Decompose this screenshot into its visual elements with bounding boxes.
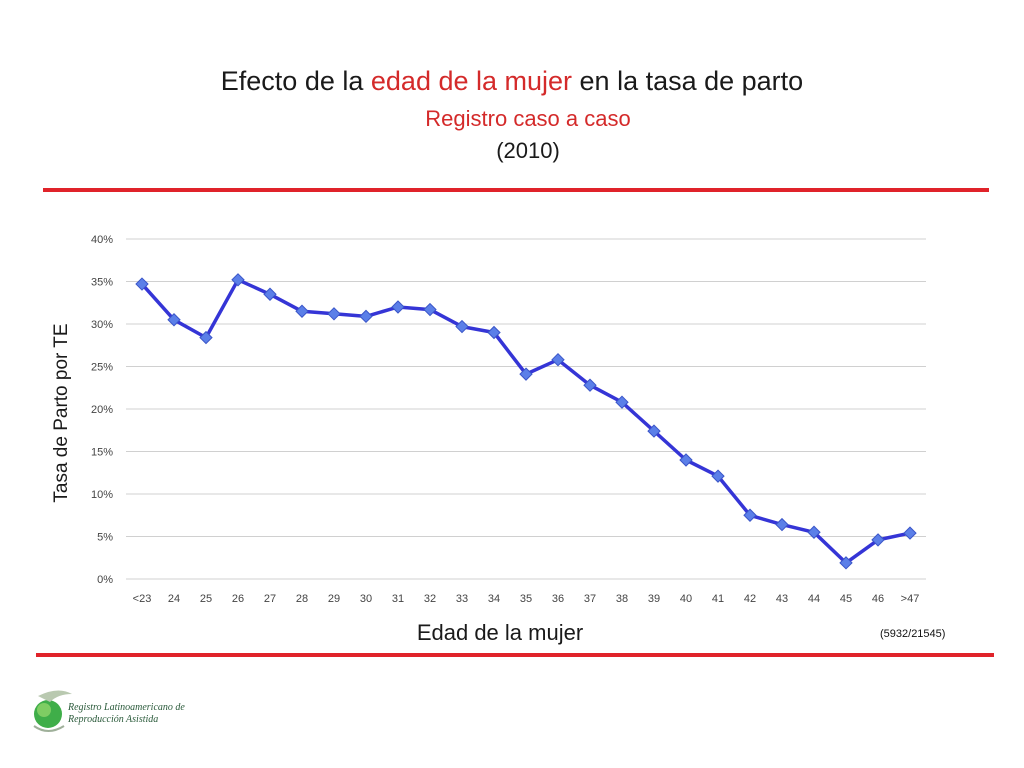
data-point [871, 533, 885, 547]
data-point [807, 525, 821, 539]
x-tick-label: 33 [456, 593, 468, 605]
x-tick-label: 38 [616, 593, 628, 605]
x-tick-label: >47 [901, 593, 920, 605]
data-point [583, 378, 597, 392]
logo-text: Registro Latinoamericano de Reproducción… [68, 702, 185, 726]
series-markers [135, 273, 917, 570]
x-tick-label: 31 [392, 593, 404, 605]
data-point [743, 508, 757, 522]
title-highlight: edad de la mujer [370, 66, 573, 96]
x-tick-label: 46 [872, 593, 884, 605]
x-tick-label: <23 [133, 593, 152, 605]
data-point [167, 313, 181, 327]
data-point [679, 453, 693, 467]
data-point [839, 556, 853, 570]
x-tick-label: 34 [488, 593, 500, 605]
data-point [231, 273, 245, 287]
x-tick-label: 40 [680, 593, 692, 605]
y-tick-label: 25% [91, 362, 113, 374]
title-prefix: Efecto de la [220, 66, 371, 96]
y-tick-label: 30% [91, 319, 113, 331]
logo-line-1: Registro Latinoamericano de [68, 702, 185, 713]
x-tick-label: 37 [584, 593, 596, 605]
data-point [327, 307, 341, 321]
y-tick-label: 40% [91, 234, 113, 246]
grid-lines [126, 238, 926, 580]
x-tick-label: 35 [520, 593, 532, 605]
data-point [711, 469, 725, 483]
x-tick-label: 25 [200, 593, 212, 605]
x-tick-label: 29 [328, 593, 340, 605]
x-tick-label: 32 [424, 593, 436, 605]
y-tick-label: 5% [97, 532, 113, 544]
x-tick-label: 44 [808, 593, 820, 605]
data-point [487, 325, 501, 340]
y-tick-label: 35% [91, 277, 113, 289]
data-point [135, 277, 149, 291]
y-tick-label: 10% [91, 489, 113, 501]
data-point [455, 319, 469, 334]
x-tick-label: 42 [744, 593, 756, 605]
x-tick-label: 45 [840, 593, 852, 605]
x-tick-labels: <23 24 25 26 27 28 29 30 31 32 33 34 35 36 37 38 39 40 41 4… [133, 593, 920, 605]
chart-subtitle: Registro caso a caso [425, 106, 631, 131]
y-tick-labels: 0% 5% 10% 15% 20% 25% 30% 35% 40% [91, 234, 113, 586]
x-tick-label: 24 [168, 593, 180, 605]
data-point [615, 395, 629, 409]
sample-note: (5932/21545) [880, 628, 946, 640]
y-tick-label: 0% [97, 574, 113, 586]
x-tick-label: 30 [360, 593, 372, 605]
data-point [199, 330, 213, 345]
globe-leaf-icon [33, 690, 72, 732]
data-point [775, 517, 789, 532]
data-point [551, 352, 565, 367]
x-tick-label: 43 [776, 593, 788, 605]
chart-title: Efecto de la edad de la mujer en la tasa… [0, 66, 1024, 97]
data-point [519, 367, 533, 381]
bottom-divider [36, 653, 994, 657]
x-tick-label: 26 [232, 593, 244, 605]
chart-year: (2010) [496, 138, 560, 163]
title-suffix: en la tasa de parto [572, 66, 804, 96]
logo-line-2: Reproducción Asistida [68, 714, 159, 725]
x-axis-label: Edad de la mujer [416, 620, 584, 645]
y-tick-label: 20% [91, 404, 113, 416]
x-tick-label: 41 [712, 593, 724, 605]
x-tick-label: 39 [648, 593, 660, 605]
top-divider [43, 188, 989, 192]
x-tick-label: 36 [552, 593, 564, 605]
data-point [647, 424, 661, 438]
y-tick-label: 15% [91, 447, 113, 459]
data-point [295, 304, 309, 318]
x-tick-label: 28 [296, 593, 308, 605]
data-point [263, 287, 277, 301]
series-line [140, 278, 911, 565]
data-point [359, 309, 373, 324]
x-tick-label: 27 [264, 593, 276, 605]
data-point [423, 302, 437, 317]
data-point [391, 300, 405, 314]
data-point [903, 526, 917, 540]
